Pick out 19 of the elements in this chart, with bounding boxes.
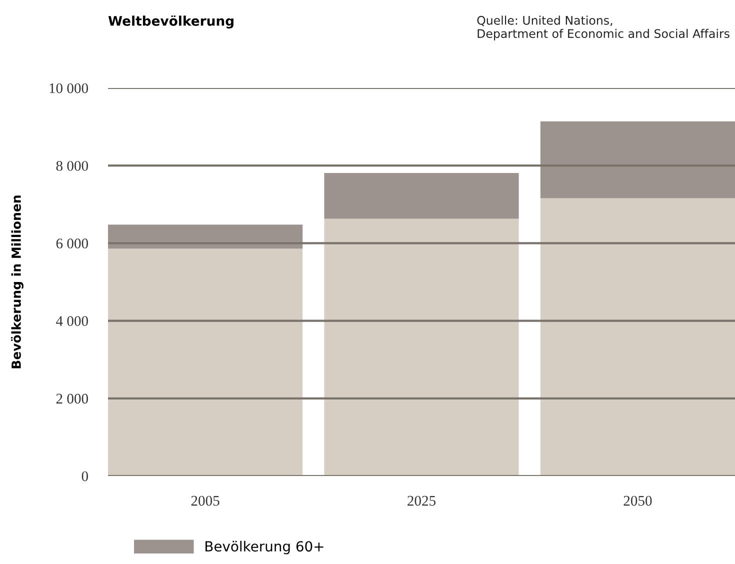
bar (540, 121, 735, 198)
y-tick-label: 8 000 (56, 160, 88, 171)
y-tick-label: 10 000 (50, 83, 88, 94)
x-tick-label: 2025 (408, 496, 436, 506)
x-tick-label: 2005 (191, 496, 220, 506)
bar (108, 248, 303, 476)
y-axis-title: Bevölkerung in Millionen (11, 196, 24, 368)
bar (324, 218, 519, 476)
y-tick-label: 4 000 (56, 316, 88, 326)
y-tick-label: 2 000 (56, 394, 88, 404)
y-tick-label: 0 (82, 471, 88, 482)
source-note: Quelle: United Nations, Department of Economic and Social Affairs (477, 16, 730, 40)
legend-label: Bevölkerung 60+ (206, 540, 324, 554)
chart-title: Weltbevölkerung (108, 15, 234, 29)
bar (108, 224, 303, 249)
bar (540, 198, 735, 476)
y-tick-label: 6 000 (56, 238, 88, 248)
bar (324, 172, 519, 219)
x-tick-label: 2050 (624, 496, 652, 506)
